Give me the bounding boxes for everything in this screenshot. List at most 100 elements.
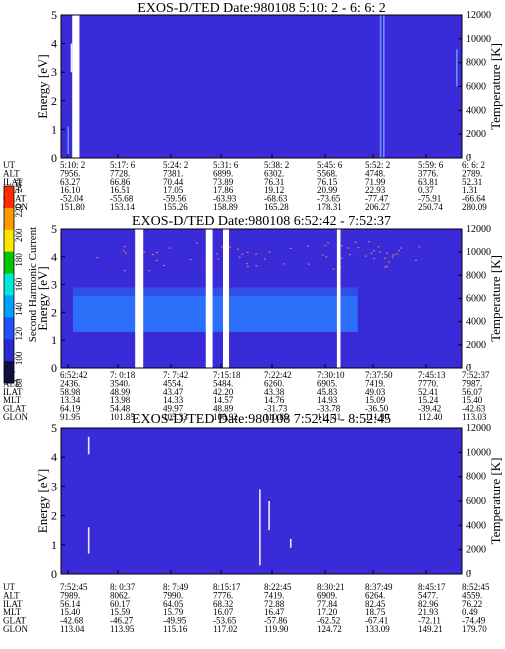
data-dot: [370, 252, 373, 254]
cell-ut: 6: 6: 2: [462, 160, 485, 170]
row-label-ilat: ILAT: [3, 177, 23, 187]
row-label-glon: GLON: [3, 624, 28, 634]
colorbar-segment: [4, 273, 14, 296]
y2-tick-label: 2000: [466, 340, 486, 351]
cell-ut: 7:15:18: [213, 370, 241, 380]
data-dot: [122, 250, 125, 252]
cell-alt: 7776.: [213, 590, 233, 600]
cell-alt: 7956.: [60, 168, 80, 178]
y-tick-label: 4: [51, 450, 57, 464]
cell-glon: 113.95: [110, 624, 135, 634]
data-dot: [392, 254, 395, 256]
cell-glon: 149.21: [418, 624, 443, 634]
cell-mlt: 0.37: [418, 185, 434, 195]
cell-mlt: 17.86: [213, 185, 234, 195]
data-dot: [255, 265, 258, 267]
cell-glat: -31.73: [264, 404, 288, 414]
cell-glon: 112.40: [418, 412, 443, 422]
data-dot: [324, 245, 327, 247]
data-gap: [72, 15, 80, 158]
cell-ilat: 71.99: [365, 177, 386, 187]
cell-ut: 7: 7:42: [163, 370, 188, 380]
y-axis-label: Energy [eV]: [35, 266, 50, 330]
cell-glon: 113.04: [60, 624, 85, 634]
data-dot: [340, 257, 343, 259]
y-tick-label: 5: [51, 8, 57, 22]
cell-mlt: 16.10: [60, 185, 81, 195]
data-dot: [268, 251, 271, 253]
cell-ut: 7:45:13: [418, 370, 446, 380]
cell-mlt: 13.98: [110, 395, 131, 405]
cell-ut: 8:52:45: [462, 582, 490, 592]
cell-ilat: 42.20: [213, 387, 234, 397]
data-streak: [87, 527, 90, 554]
data-dot: [263, 258, 266, 260]
cell-ilat: 56.07: [462, 387, 483, 397]
y2-tick-label: 0: [466, 153, 471, 164]
cell-alt: 3776.: [418, 168, 438, 178]
cell-glat: -57.86: [264, 616, 288, 626]
y-tick-label: 2: [51, 509, 57, 523]
chart-title: EXOS-D/TED Date:980108 5:10: 2 - 6: 6: 2: [137, 1, 385, 16]
y-tick-label: 5: [51, 222, 57, 236]
y-tick-label: 0: [51, 567, 57, 581]
cell-ut: 7:22:42: [264, 370, 292, 380]
cell-ut: 8: 7:49: [163, 582, 189, 592]
cell-ut: 5:45: 6: [317, 160, 343, 170]
cell-glat: -39.42: [418, 404, 441, 414]
data-dot: [155, 260, 158, 262]
data-dot: [340, 245, 343, 247]
cell-alt: 2436.: [60, 378, 80, 388]
colorbar-tick-label: 180: [14, 253, 24, 267]
y2-axis-label: Temperature [K]: [488, 458, 503, 545]
cell-ut: 5:59: 6: [418, 160, 444, 170]
cell-ut: 8: 0:37: [110, 582, 136, 592]
data-dot: [216, 253, 219, 255]
cell-ilat: 48.99: [110, 387, 131, 397]
cell-ilat: 82.96: [418, 599, 439, 609]
data-dot: [418, 246, 421, 248]
colorbar-tick-label: 160: [14, 277, 24, 291]
data-dot: [195, 242, 198, 244]
cell-glat: -52.04: [60, 194, 84, 204]
chart-title: EXOS-D/TED Date:980108 7:52:45 - 8:52:45: [132, 412, 391, 427]
cell-glat: -62.52: [317, 616, 340, 626]
colorbar-tick-label: 120: [14, 327, 24, 341]
cell-alt: 5568.: [317, 168, 337, 178]
cell-glat: 64.19: [60, 404, 81, 414]
cell-glon: 111.41: [317, 412, 341, 422]
panel-3: EXOS-D/TED Date:980108 7:52:45 - 8:52:45…: [3, 412, 503, 634]
cell-glat: -67.41: [365, 616, 388, 626]
data-dot: [151, 254, 154, 256]
cell-glat: -55.68: [110, 194, 134, 204]
cell-glon: 119.90: [264, 624, 289, 634]
colorbar-label: Second Harmonic Current: [27, 227, 39, 342]
cell-alt: 6260.: [264, 378, 284, 388]
cell-glon: 280.09: [462, 202, 487, 212]
y-tick-label: 0: [51, 151, 57, 165]
data-dot: [282, 263, 285, 265]
y2-tick-label: 6000: [466, 496, 486, 507]
data-dot: [162, 264, 165, 266]
cell-mlt: 15.40: [60, 607, 81, 617]
cell-alt: 4554.: [163, 378, 183, 388]
data-dot: [395, 253, 398, 255]
cell-ut: 7:30:10: [317, 370, 345, 380]
data-dot: [373, 257, 376, 259]
cell-glon: 133.09: [365, 624, 390, 634]
cell-mlt: 15.59: [110, 607, 131, 617]
cell-alt: 6302.: [264, 168, 284, 178]
cell-ut: 6:52:42: [60, 370, 88, 380]
y-tick-label: 3: [51, 278, 57, 292]
cell-ut: 5:17: 6: [110, 160, 136, 170]
data-dot: [124, 252, 127, 254]
data-dot: [289, 248, 292, 250]
colorbar-segment: [4, 207, 14, 231]
cell-mlt: 22.93: [365, 185, 386, 195]
cell-mlt: 16.07: [213, 607, 234, 617]
cell-alt: 5477.: [418, 590, 438, 600]
cell-glon: 113.03: [462, 412, 487, 422]
data-dot: [220, 246, 223, 248]
cell-alt: 7989.: [60, 590, 80, 600]
cell-mlt: 15.40: [462, 395, 483, 405]
